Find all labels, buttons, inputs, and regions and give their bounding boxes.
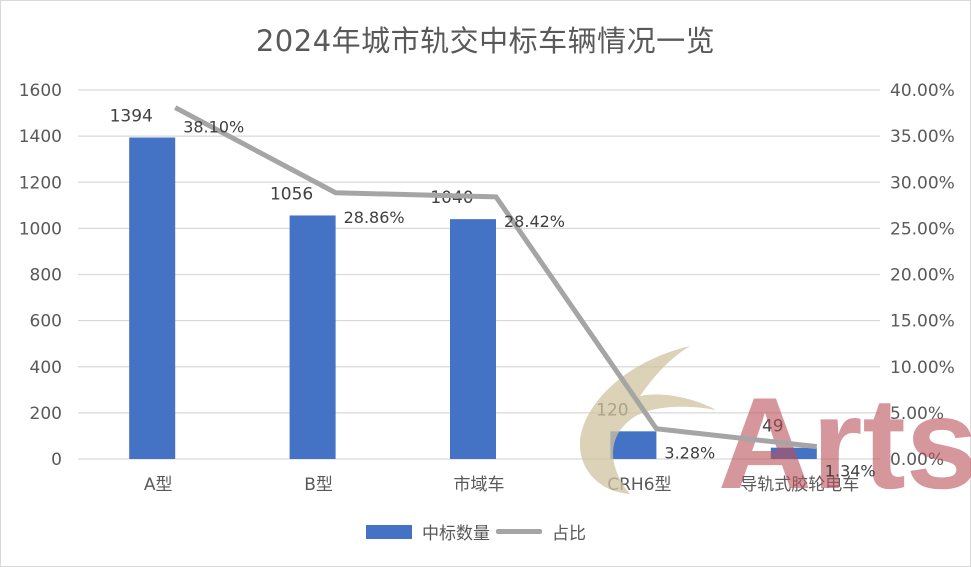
line-value-label: 28.86% [344, 208, 405, 227]
line-value-label: 38.10% [183, 118, 244, 137]
legend-line-label: 占比 [552, 524, 586, 544]
y-right-tick: 15.00% [890, 312, 955, 332]
x-tick-label: 导轨式胶轮电车 [740, 475, 859, 495]
y-left-tick: 400 [30, 358, 62, 378]
line-value-label: 1.34% [825, 462, 876, 481]
y-right-tick: 30.00% [890, 173, 955, 193]
legend: 中标数量 占比 [366, 519, 586, 544]
x-tick-label: B型 [304, 475, 333, 495]
line-value-label: 3.28% [664, 444, 715, 463]
y-left-tick: 1600 [19, 81, 62, 101]
chart-title: 2024年城市轨交中标车辆情况一览 [255, 24, 716, 58]
y-left-tick: 200 [30, 404, 62, 424]
bar-value-label: 1056 [270, 184, 313, 204]
y-left-tick: 1200 [19, 173, 62, 193]
legend-bar-label: 中标数量 [422, 524, 490, 544]
y-left-tick: 800 [30, 266, 62, 286]
y-left-tick: 0 [51, 450, 62, 470]
bar-value-label: 49 [762, 417, 784, 437]
bar [610, 431, 657, 459]
bar [289, 215, 336, 459]
bar [770, 447, 817, 459]
y-left-tick: 600 [30, 312, 62, 332]
watermark-text: Arts [718, 370, 971, 516]
x-tick-label: 市域车 [454, 475, 505, 495]
line-value-label: 28.42% [504, 212, 565, 231]
y-right-tick: 5.00% [890, 404, 944, 424]
y-left-tick: 1000 [19, 219, 62, 239]
legend-bar-swatch [366, 524, 412, 539]
y-right-tick: 10.00% [890, 358, 955, 378]
y-right-tick: 35.00% [890, 127, 955, 147]
bar-value-label: 1394 [110, 107, 153, 127]
y-right-tick: 25.00% [890, 219, 955, 239]
watermark-logo-icon: Arts [579, 346, 971, 516]
y-right-tick: 20.00% [890, 266, 955, 286]
x-tick-label: A型 [144, 475, 173, 495]
y-left-tick: 1400 [19, 127, 62, 147]
bar [450, 219, 496, 459]
y-right-tick: 40.00% [890, 81, 955, 101]
legend-line-swatch [496, 529, 542, 534]
bar [129, 137, 176, 460]
share-line [174, 105, 818, 450]
y-right-tick: 0.00% [890, 450, 944, 470]
